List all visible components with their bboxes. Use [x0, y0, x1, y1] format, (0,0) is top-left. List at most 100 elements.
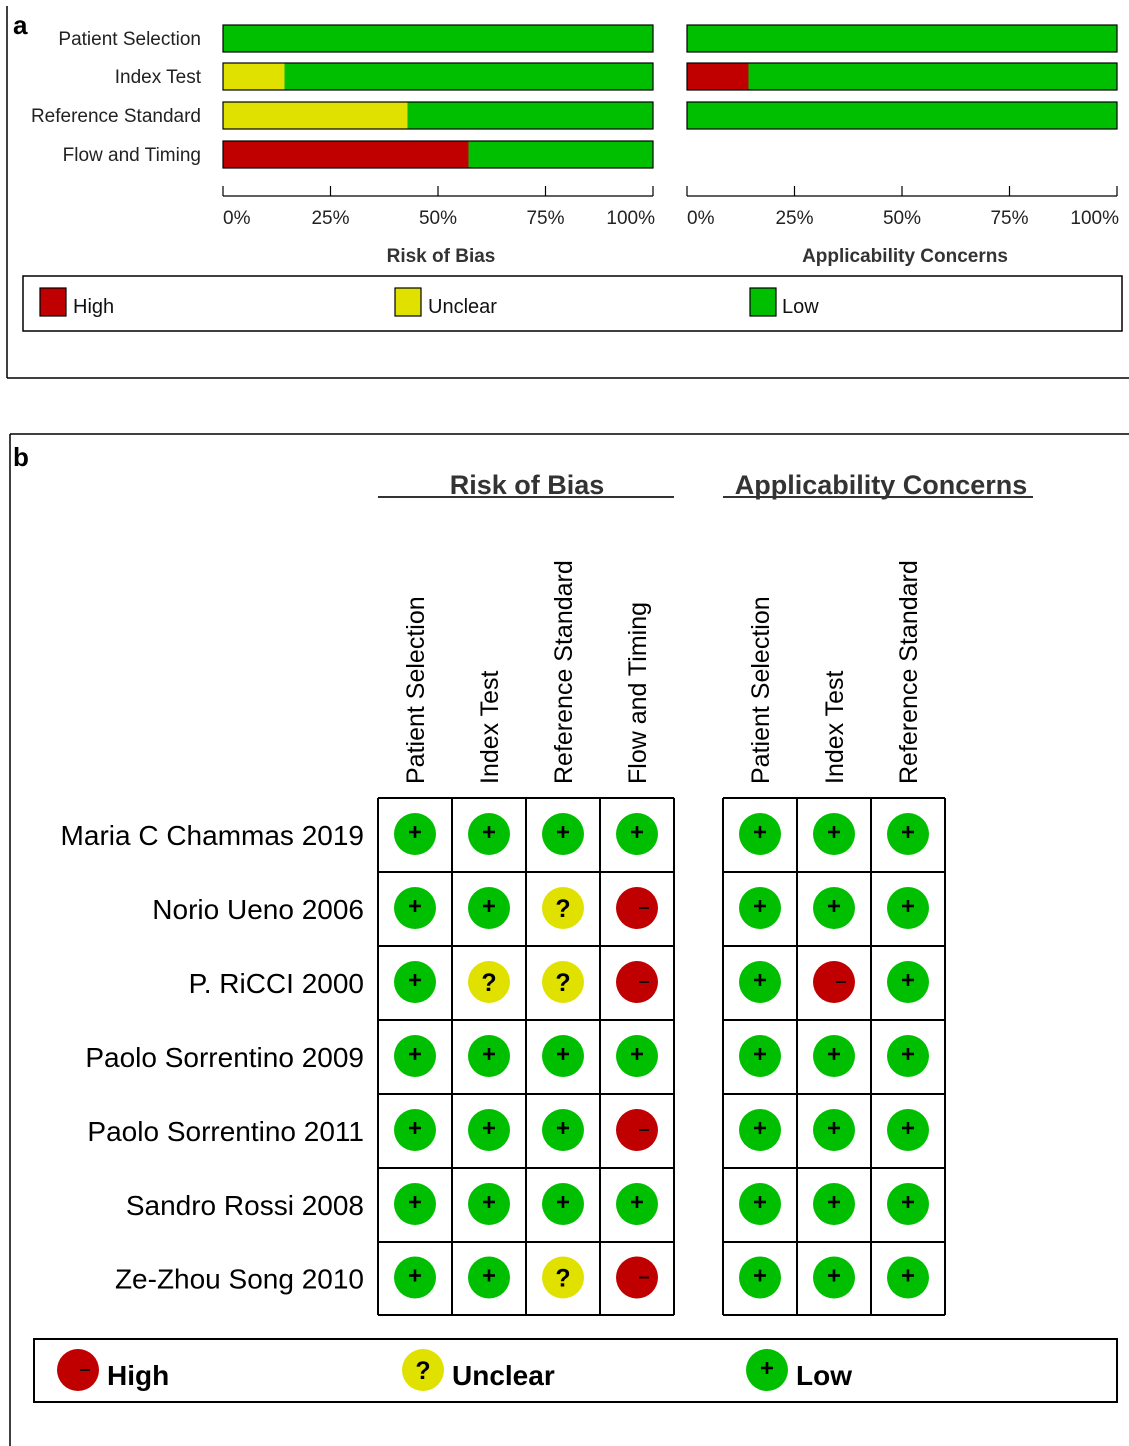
svg-text:?: ?	[481, 969, 496, 997]
risk-of-bias-bar-outline-index-test	[222, 62, 654, 91]
cell-paolo-sorrentino-2009-applicability-patient-selection	[739, 1035, 781, 1077]
cell-p-ricci-2000-applicability-reference-standard	[887, 961, 929, 1003]
cell-norio-ueno-2006-applicability-index-test	[813, 887, 855, 929]
legend-a-label-low: Low	[782, 296, 819, 318]
risk-of-bias-bar-outline-patient-selection	[222, 24, 654, 53]
row-label-flow-and-timing: Flow and Timing	[63, 145, 201, 166]
panel-b: b Risk of Bias Applicability Concerns Pat…	[9, 433, 1129, 1446]
cell-p-ricci-2000-applicability-patient-selection	[739, 961, 781, 1003]
risk-of-bias-bar-flow-and-timing-low	[468, 141, 653, 168]
cell-p-ricci-2000-risk-patient-selection	[394, 961, 436, 1003]
column-label-risk-patient-selection: Patient Selection	[402, 596, 430, 784]
row-label-patient-selection: Patient Selection	[58, 29, 201, 50]
cell-paolo-sorrentino-2011-applicability-patient-selection	[739, 1109, 781, 1151]
column-label-risk-flow-and-timing: Flow and Timing	[624, 602, 652, 784]
cell-sandro-rossi-2008-risk-reference-standard	[542, 1183, 584, 1225]
cell-norio-ueno-2006-risk-patient-selection	[394, 887, 436, 929]
cell-paolo-sorrentino-2011-applicability-index-test	[813, 1109, 855, 1151]
panel-a: a Patient Selection Index Test Reference S…	[6, 6, 1129, 379]
cell-paolo-sorrentino-2009-risk-flow-and-timing	[616, 1035, 658, 1077]
risk-of-bias-tick-label-3: 75%	[526, 208, 564, 229]
applicability-concerns-bar-outline-patient-selection	[686, 24, 1118, 53]
legend-b-box	[33, 1338, 1118, 1403]
cell-ze-zhou-song-2010-applicability-patient-selection	[739, 1256, 781, 1299]
summary-headers: Risk of Bias Applicability Concerns	[378, 470, 1033, 500]
risk-of-bias-tick-label-4: 100%	[606, 208, 655, 229]
cell-p-ricci-2000-applicability-index-test	[813, 961, 855, 1003]
risk-of-bias-axis-title: Risk of Bias	[387, 246, 496, 267]
legend-b-symbol-low	[746, 1349, 788, 1391]
study-label-maria-c-chammas-2019: Maria C Chammas 2019	[61, 820, 364, 851]
cell-p-ricci-2000-risk-reference-standard: ?	[542, 961, 584, 1003]
legend-a-label-unclear: Unclear	[428, 296, 497, 318]
applicability-concerns-tick-label-2: 50%	[883, 208, 921, 229]
cell-ze-zhou-song-2010-applicability-reference-standard	[887, 1256, 929, 1299]
column-label-risk-reference-standard: Reference Standard	[550, 560, 578, 784]
risk-of-bias-tick-label-2: 50%	[419, 208, 457, 229]
panel-b-label: b	[13, 442, 29, 472]
study-label-sandro-rossi-2008: Sandro Rossi 2008	[126, 1190, 364, 1221]
applicability-concerns-bar-index-test-low	[748, 63, 1117, 90]
risk-of-bias-tick-label-0: 0%	[223, 208, 251, 229]
cell-maria-c-chammas-2019-risk-reference-standard	[542, 813, 584, 855]
cell-ze-zhou-song-2010-applicability-index-test	[813, 1256, 855, 1299]
legend-b-label-high: High	[107, 1360, 169, 1391]
applicability-concerns-bar-patient-selection-low	[687, 25, 1117, 52]
study-label-ze-zhou-song-2010: Ze-Zhou Song 2010	[115, 1264, 364, 1295]
risk-of-bias-tick-label-1: 25%	[311, 208, 349, 229]
cell-maria-c-chammas-2019-applicability-reference-standard	[887, 813, 929, 855]
study-label-p-ricci-2000: P. RiCCI 2000	[189, 968, 364, 999]
risk-of-bias-bar-reference-standard-unclear	[223, 102, 408, 129]
legend-a-label-high: High	[73, 296, 114, 318]
cell-paolo-sorrentino-2009-risk-reference-standard	[542, 1035, 584, 1077]
cell-norio-ueno-2006-applicability-reference-standard	[887, 887, 929, 929]
applicability-concerns-tick-label-1: 25%	[775, 208, 813, 229]
cell-sandro-rossi-2008-applicability-index-test	[813, 1183, 855, 1225]
cell-paolo-sorrentino-2009-risk-patient-selection	[394, 1035, 436, 1077]
applicability-concerns-bar-reference-standard-low	[687, 102, 1117, 129]
cell-ze-zhou-song-2010-risk-reference-standard: ?	[542, 1256, 584, 1299]
cell-sandro-rossi-2008-risk-flow-and-timing	[616, 1183, 658, 1225]
risk-of-bias-bar-outline-flow-and-timing	[222, 140, 654, 169]
legend-a-box	[22, 275, 1123, 332]
cell-paolo-sorrentino-2011-risk-index-test	[468, 1109, 510, 1151]
study-label-paolo-sorrentino-2011: Paolo Sorrentino 2011	[87, 1116, 364, 1147]
applicability-concerns-bar-index-test-high	[687, 63, 749, 90]
legend-a-swatch-low	[749, 287, 777, 317]
risk-of-bias-bar-flow-and-timing-high	[223, 141, 469, 168]
cell-paolo-sorrentino-2009-applicability-reference-standard	[887, 1035, 929, 1077]
cell-norio-ueno-2006-applicability-patient-selection	[739, 887, 781, 929]
summary-grid: ????	[377, 797, 946, 1316]
column-label-risk-index-test: Index Test	[476, 670, 504, 784]
cell-paolo-sorrentino-2011-risk-flow-and-timing	[616, 1109, 658, 1151]
svg-text:?: ?	[555, 895, 570, 923]
applicability-concerns-tick-label-3: 75%	[990, 208, 1028, 229]
summary-column-labels: Patient Selection Index Test Reference Sta…	[402, 560, 923, 784]
legend-a: High Unclear Low	[39, 287, 819, 318]
risk-of-bias-bar-index-test-low	[284, 63, 653, 90]
risk-of-bias-bar-chart: Patient Selection Index Test Reference Sta…	[31, 24, 655, 267]
column-label-applicability-reference-standard: Reference Standard	[895, 560, 923, 784]
risk-of-bias-bar-outline-reference-standard	[222, 101, 654, 130]
legend-b-label-low: Low	[796, 1360, 852, 1391]
column-label-applicability-patient-selection: Patient Selection	[747, 596, 775, 784]
cell-maria-c-chammas-2019-risk-index-test	[468, 813, 510, 855]
cell-p-ricci-2000-risk-flow-and-timing	[616, 961, 658, 1003]
applicability-concerns-bar-outline-index-test	[686, 62, 1118, 91]
cell-sandro-rossi-2008-risk-patient-selection	[394, 1183, 436, 1225]
cell-sandro-rossi-2008-applicability-reference-standard	[887, 1183, 929, 1225]
group-header-risk-of-bias: Risk of Bias	[450, 470, 605, 500]
row-label-reference-standard: Reference Standard	[31, 106, 201, 127]
svg-text:?: ?	[555, 1265, 570, 1293]
cell-maria-c-chammas-2019-risk-patient-selection	[394, 813, 436, 855]
cell-norio-ueno-2006-risk-index-test	[468, 887, 510, 929]
legend-a-swatch-unclear	[394, 287, 422, 317]
cell-sandro-rossi-2008-risk-index-test	[468, 1183, 510, 1225]
applicability-concerns-bar-outline-reference-standard	[686, 101, 1118, 130]
legend-b-label-unclear: Unclear	[452, 1360, 555, 1391]
study-label-norio-ueno-2006: Norio Ueno 2006	[152, 894, 364, 925]
column-label-applicability-index-test: Index Test	[821, 670, 849, 784]
group-header-applicability-concerns: Applicability Concerns	[735, 470, 1028, 500]
cell-ze-zhou-song-2010-risk-patient-selection	[394, 1256, 436, 1299]
